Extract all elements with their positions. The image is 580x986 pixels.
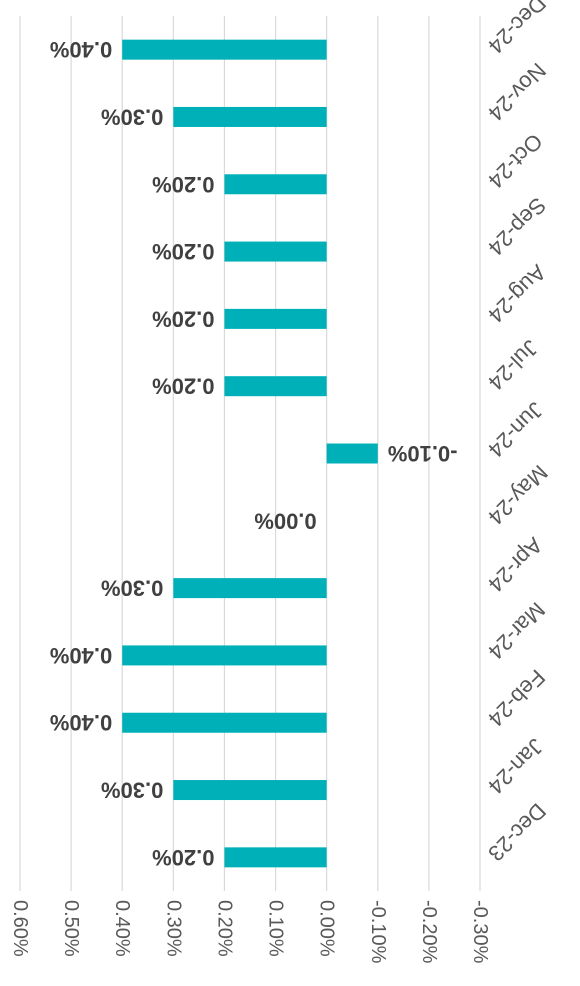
- x-tick-label: 0.40%: [111, 900, 133, 957]
- bar: [224, 308, 327, 329]
- x-tick-label: 0.20%: [213, 900, 235, 957]
- data-label: 0.40%: [50, 643, 112, 668]
- tick-labels: -0.30% -0.20% -0.10% 0.00% 0.10% 0.20% 0.30% 0.…: [9, 900, 491, 964]
- data-label: 0.20%: [152, 306, 214, 331]
- data-label: 0.20%: [152, 172, 214, 197]
- category-label: Nov-24: [483, 58, 551, 126]
- data-label: 0.30%: [101, 576, 163, 601]
- bar: [173, 106, 327, 127]
- x-tick-label: -0.30%: [469, 900, 491, 964]
- bar: [122, 712, 327, 733]
- x-tick-label: -0.20%: [418, 900, 440, 964]
- category-label: Sep-24: [483, 193, 551, 261]
- category-label: Jun-24: [483, 397, 548, 462]
- data-label: 0.20%: [152, 845, 214, 870]
- data-label: 0.40%: [50, 710, 112, 735]
- bar: [224, 241, 327, 262]
- data-label: 0.20%: [152, 239, 214, 264]
- data-label: 0.30%: [101, 778, 163, 803]
- data-label: 0.40%: [50, 37, 112, 62]
- x-tick-label: -0.10%: [367, 900, 389, 964]
- x-tick-label: 0.00%: [316, 900, 338, 957]
- category-labels: Dec-23Jan-24Feb-24Mar-24Apr-24May-24Jun-…: [483, 0, 553, 866]
- data-label: 0.00%: [254, 508, 316, 533]
- category-label: May-24: [483, 460, 553, 530]
- bar: [224, 376, 327, 397]
- bar: [224, 174, 327, 195]
- x-tick-label: 0.30%: [162, 900, 184, 957]
- category-label: Aug-24: [483, 260, 551, 328]
- bar: [122, 645, 327, 666]
- bar: [326, 443, 378, 464]
- x-tick-label: 0.60%: [9, 900, 31, 957]
- category-label: Jul-24: [483, 335, 543, 395]
- x-tick-label: 0.10%: [265, 900, 287, 957]
- category-label: Mar-24: [483, 597, 550, 664]
- data-label: -0.10%: [388, 441, 458, 466]
- bar: [224, 847, 327, 868]
- bar: [173, 578, 327, 599]
- data-label: 0.20%: [152, 374, 214, 399]
- gridlines: [19, 16, 481, 891]
- category-label: Jan-24: [483, 734, 548, 799]
- x-tick-label: 0.50%: [60, 900, 82, 957]
- chart-rotated-group: 0.20% 0.30% 0.40% 0.40% 0.30% 0.00% -0.10% 0.20…: [9, 0, 553, 964]
- category-label: Dec-23: [483, 798, 551, 866]
- category-label: Apr-24: [483, 533, 547, 597]
- bar: [122, 39, 327, 60]
- category-label: Oct-24: [483, 129, 547, 193]
- data-label: 0.30%: [101, 104, 163, 129]
- bar: [173, 780, 327, 801]
- data-labels: 0.20% 0.30% 0.40% 0.40% 0.30% 0.00% -0.10% 0.20…: [50, 37, 458, 870]
- bars: [122, 39, 378, 868]
- category-label: Feb-24: [483, 665, 550, 732]
- category-label: Dec-24: [483, 0, 551, 58]
